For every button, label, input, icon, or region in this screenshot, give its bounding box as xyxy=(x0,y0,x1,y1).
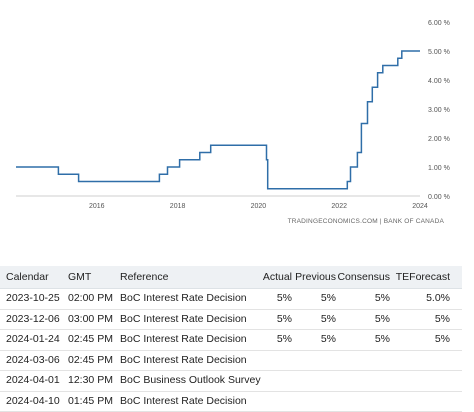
cell-consensus: 5% xyxy=(375,330,390,350)
x-tick-label: 2016 xyxy=(89,203,105,210)
cell-previous: 5% xyxy=(321,289,336,309)
x-tick-label: 2024 xyxy=(412,203,428,210)
table-row: 2024-01-24 02:45 PM BoC Interest Rate De… xyxy=(0,330,462,351)
table-row: 2024-04-01 12:30 PM BoC Business Outlook… xyxy=(0,371,462,392)
cell-calendar: 2023-12-06 xyxy=(6,310,60,330)
y-tick-label: 6.00 % xyxy=(428,20,450,27)
table-row: 2023-10-25 02:00 PM BoC Interest Rate De… xyxy=(0,289,462,310)
cell-teforecast: 5.0% xyxy=(426,289,450,309)
y-axis-tick-labels: 0.00 % 1.00 % 2.00 % 3.00 % 4.00 % 5.00 % 6.00… xyxy=(428,20,450,201)
y-tick-label: 4.00 % xyxy=(428,78,450,85)
table-row: 2024-03-06 02:45 PM BoC Interest Rate De… xyxy=(0,351,462,372)
x-axis-tick-labels: 2016 2018 2020 2022 2024 xyxy=(89,203,428,210)
x-tick-label: 2018 xyxy=(170,203,186,210)
cell-reference-link[interactable]: BoC Interest Rate Decision xyxy=(120,351,247,371)
table-header-row: Calendar GMT Reference Actual Previous C… xyxy=(0,266,462,289)
cell-previous: 5% xyxy=(321,310,336,330)
y-tick-label: 1.00 % xyxy=(428,165,450,172)
cell-previous: 5% xyxy=(321,330,336,350)
interest-rate-chart: 0.00 % 1.00 % 2.00 % 3.00 % 4.00 % 5.00 % 6.00… xyxy=(0,0,474,240)
x-tick-label: 2020 xyxy=(251,203,267,210)
header-calendar[interactable]: Calendar xyxy=(6,266,49,288)
header-consensus[interactable]: Consensus xyxy=(337,266,390,288)
cell-calendar: 2024-03-06 xyxy=(6,351,60,371)
y-tick-label: 3.00 % xyxy=(428,107,450,114)
cell-reference-link[interactable]: BoC Interest Rate Decision xyxy=(120,289,247,309)
y-tick-label: 0.00 % xyxy=(428,194,450,201)
cell-calendar: 2023-10-25 xyxy=(6,289,60,309)
cell-teforecast: 5% xyxy=(435,330,450,350)
cell-teforecast: 5% xyxy=(435,310,450,330)
calendar-table: Calendar GMT Reference Actual Previous C… xyxy=(0,266,462,412)
cell-gmt: 02:45 PM xyxy=(68,330,113,350)
y-tick-label: 5.00 % xyxy=(428,49,450,56)
header-previous[interactable]: Previous xyxy=(295,266,336,288)
series-line xyxy=(16,51,420,189)
x-tick-label: 2022 xyxy=(331,203,347,210)
cell-reference-link[interactable]: BoC Interest Rate Decision xyxy=(120,330,247,350)
cell-reference-link[interactable]: BoC Interest Rate Decision xyxy=(120,392,247,412)
cell-consensus: 5% xyxy=(375,310,390,330)
header-teforecast[interactable]: TEForecast xyxy=(396,266,450,288)
cell-reference-link[interactable]: BoC Interest Rate Decision xyxy=(120,310,247,330)
cell-calendar: 2024-04-01 xyxy=(6,371,60,391)
cell-calendar: 2024-04-10 xyxy=(6,392,60,412)
header-actual[interactable]: Actual xyxy=(263,266,292,288)
cell-gmt: 03:00 PM xyxy=(68,310,113,330)
cell-reference-link[interactable]: BoC Business Outlook Survey xyxy=(120,371,261,391)
cell-actual: 5% xyxy=(277,330,292,350)
chart-attribution: TRADINGECONOMICS.COM | BANK OF CANADA xyxy=(0,218,444,225)
cell-actual: 5% xyxy=(277,310,292,330)
cell-consensus: 5% xyxy=(375,289,390,309)
cell-gmt: 02:00 PM xyxy=(68,289,113,309)
y-tick-label: 2.00 % xyxy=(428,136,450,143)
table-row: 2023-12-06 03:00 PM BoC Interest Rate De… xyxy=(0,310,462,331)
cell-gmt: 01:45 PM xyxy=(68,392,113,412)
cell-calendar: 2024-01-24 xyxy=(6,330,60,350)
cell-gmt: 02:45 PM xyxy=(68,351,113,371)
cell-actual: 5% xyxy=(277,289,292,309)
header-reference[interactable]: Reference xyxy=(120,266,168,288)
table-row: 2024-04-10 01:45 PM BoC Interest Rate De… xyxy=(0,392,462,412)
header-gmt[interactable]: GMT xyxy=(68,266,91,288)
cell-gmt: 12:30 PM xyxy=(68,371,113,391)
